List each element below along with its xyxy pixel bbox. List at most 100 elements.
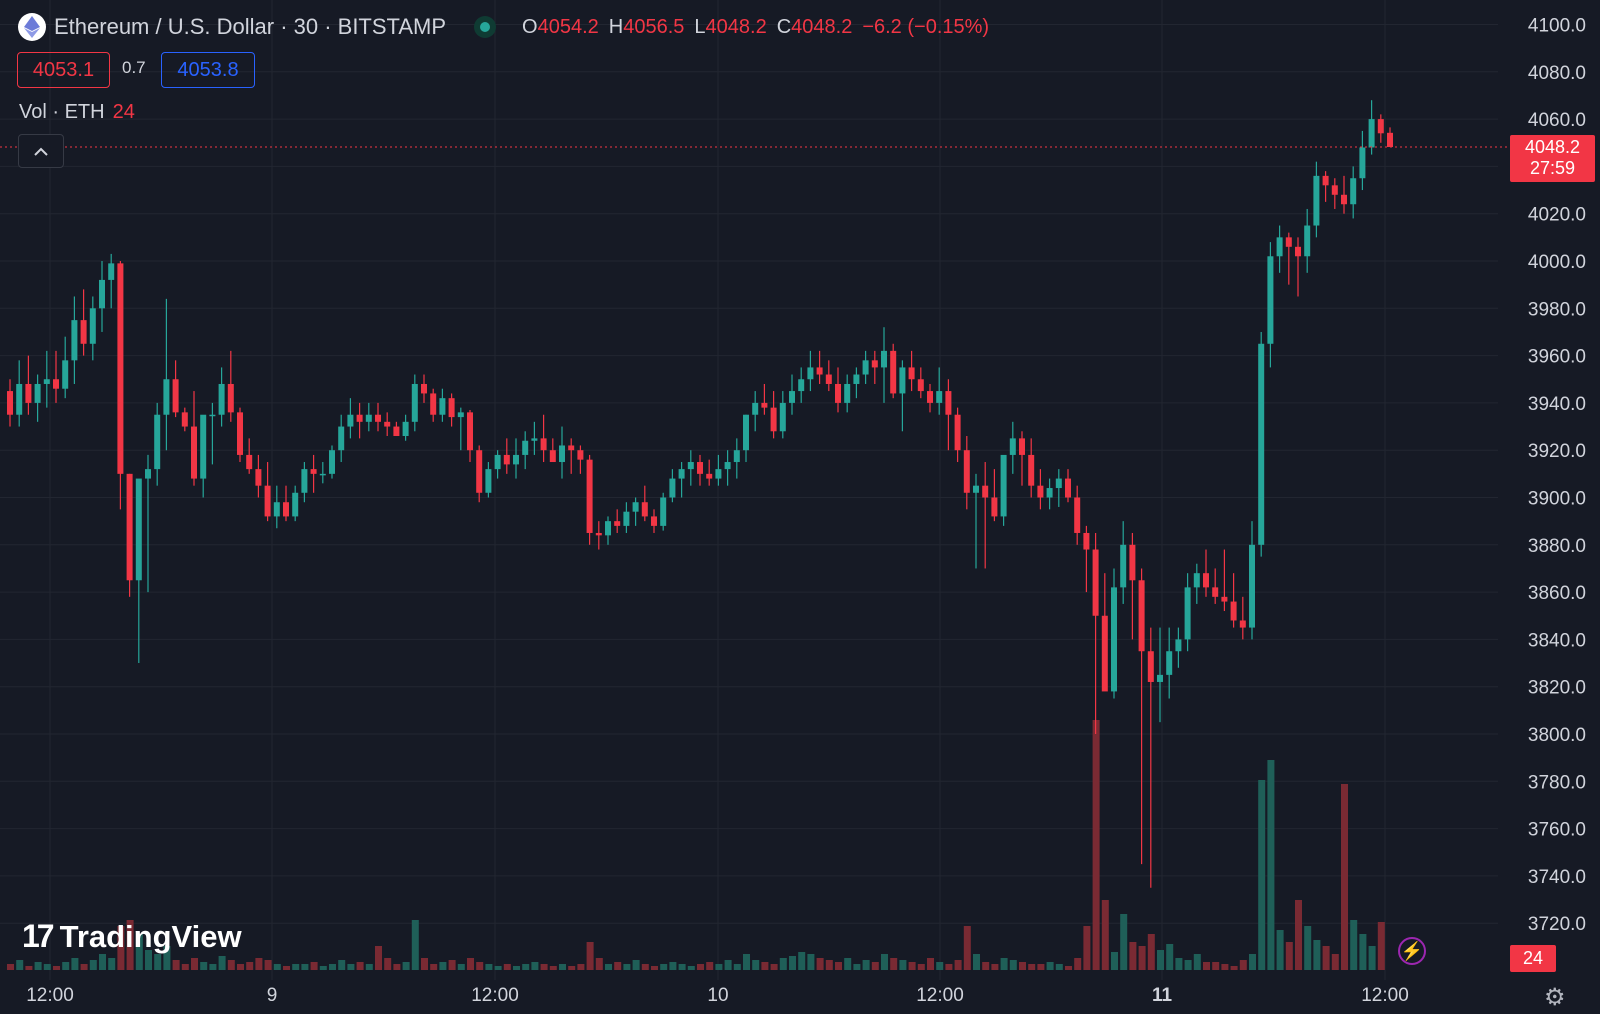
volume-bar bbox=[145, 950, 152, 970]
candle-body bbox=[540, 438, 547, 451]
candle-body bbox=[752, 402, 759, 415]
volume-bar bbox=[1120, 914, 1128, 970]
candle bbox=[329, 445, 335, 479]
candle bbox=[1166, 627, 1173, 699]
volume-bar bbox=[181, 964, 189, 970]
candle-body bbox=[917, 379, 924, 392]
candle-body bbox=[770, 407, 777, 432]
volume-bar bbox=[660, 964, 668, 970]
volume-bar bbox=[770, 964, 778, 970]
candle-body bbox=[1221, 596, 1228, 602]
candle-body bbox=[669, 478, 676, 498]
price-tick-label: 3980.0 bbox=[1528, 299, 1586, 320]
volume-legend[interactable]: Vol · ETH 24 bbox=[19, 101, 135, 124]
candle-body bbox=[522, 440, 529, 455]
candle-body bbox=[1276, 237, 1283, 257]
volume-bar bbox=[319, 966, 327, 970]
candle bbox=[798, 367, 805, 403]
candle bbox=[1285, 232, 1292, 285]
buy-price-button[interactable]: 4053.8 bbox=[161, 52, 255, 88]
candle bbox=[531, 421, 538, 455]
candle bbox=[246, 438, 253, 474]
candle bbox=[549, 438, 556, 463]
candle bbox=[347, 398, 354, 439]
candle bbox=[1258, 331, 1265, 557]
candle bbox=[568, 438, 575, 474]
candle-body bbox=[1387, 132, 1393, 148]
volume-bar bbox=[678, 964, 686, 970]
volume-bar bbox=[844, 958, 852, 970]
ethereum-logo-icon[interactable] bbox=[18, 13, 46, 41]
candle bbox=[1111, 568, 1117, 699]
candle bbox=[62, 336, 69, 399]
candle-body bbox=[881, 350, 887, 368]
tradingview-logo[interactable]: 17 TradingView bbox=[22, 918, 242, 955]
candle bbox=[1009, 421, 1016, 474]
candle-body bbox=[623, 511, 630, 526]
volume-bar bbox=[1147, 934, 1155, 970]
candle-body bbox=[402, 421, 409, 437]
volume-bar bbox=[16, 960, 24, 970]
candle-body bbox=[135, 478, 142, 581]
candle-body bbox=[1055, 478, 1062, 489]
candle-body bbox=[1129, 544, 1136, 581]
settings-gear-icon[interactable]: ⚙ bbox=[1544, 984, 1566, 1011]
volume-bar bbox=[1083, 926, 1091, 970]
candle-body bbox=[117, 263, 124, 474]
volume-bar bbox=[1212, 962, 1220, 970]
candle bbox=[678, 462, 685, 498]
candle bbox=[1304, 208, 1311, 273]
candle-body bbox=[319, 473, 326, 476]
candle-body bbox=[632, 502, 639, 512]
collapse-legend-button[interactable] bbox=[18, 134, 64, 168]
lightning-icon[interactable]: ⚡ bbox=[1398, 937, 1426, 965]
candle-body bbox=[641, 502, 648, 517]
candle bbox=[448, 393, 455, 427]
candle-body bbox=[338, 426, 345, 451]
symbol-title[interactable]: Ethereum / U.S. Dollar · 30 · BITSTAMP bbox=[54, 14, 447, 39]
sell-price-button[interactable]: 4053.1 bbox=[17, 52, 110, 88]
candle-body bbox=[963, 450, 970, 493]
candle-body bbox=[1138, 580, 1145, 652]
candle bbox=[982, 462, 989, 569]
volume-bar bbox=[25, 966, 33, 970]
candle bbox=[586, 454, 593, 545]
volume-bar bbox=[991, 964, 999, 970]
candle bbox=[908, 350, 915, 392]
candle-body bbox=[145, 469, 151, 479]
candle-body bbox=[1120, 544, 1127, 588]
volume-bar bbox=[448, 960, 456, 970]
volume-bar bbox=[816, 958, 824, 970]
price-tick-label: 3820.0 bbox=[1528, 678, 1586, 699]
volume-bar bbox=[1276, 930, 1284, 970]
candle-body bbox=[457, 412, 464, 418]
time-tick-label: 12:00 bbox=[471, 985, 519, 1006]
candle-body bbox=[844, 383, 851, 403]
time-tick-label: 12:00 bbox=[916, 985, 964, 1006]
candle bbox=[1175, 627, 1182, 668]
candle bbox=[807, 350, 814, 392]
volume-bar bbox=[356, 962, 364, 970]
volume-bar bbox=[1230, 966, 1238, 970]
candle-body bbox=[209, 414, 216, 417]
volume-bar bbox=[1368, 946, 1376, 970]
candle bbox=[476, 445, 483, 503]
volume-bar bbox=[1350, 920, 1358, 970]
volume-bar bbox=[338, 960, 346, 970]
volume-bar bbox=[1065, 966, 1072, 970]
candle bbox=[1313, 161, 1320, 238]
candle bbox=[1138, 568, 1145, 865]
volume-bar bbox=[1341, 784, 1348, 970]
volume-bar bbox=[1377, 922, 1385, 970]
candle bbox=[899, 360, 906, 432]
candle-body bbox=[743, 414, 749, 451]
volume-bar bbox=[1028, 964, 1036, 970]
candle-body bbox=[126, 473, 133, 581]
volume-bar bbox=[825, 960, 833, 970]
volume-bar bbox=[1101, 900, 1109, 970]
candle bbox=[273, 485, 280, 529]
candle bbox=[393, 421, 400, 437]
volume-bar bbox=[862, 960, 870, 970]
time-tick-label: 12:00 bbox=[26, 985, 74, 1006]
